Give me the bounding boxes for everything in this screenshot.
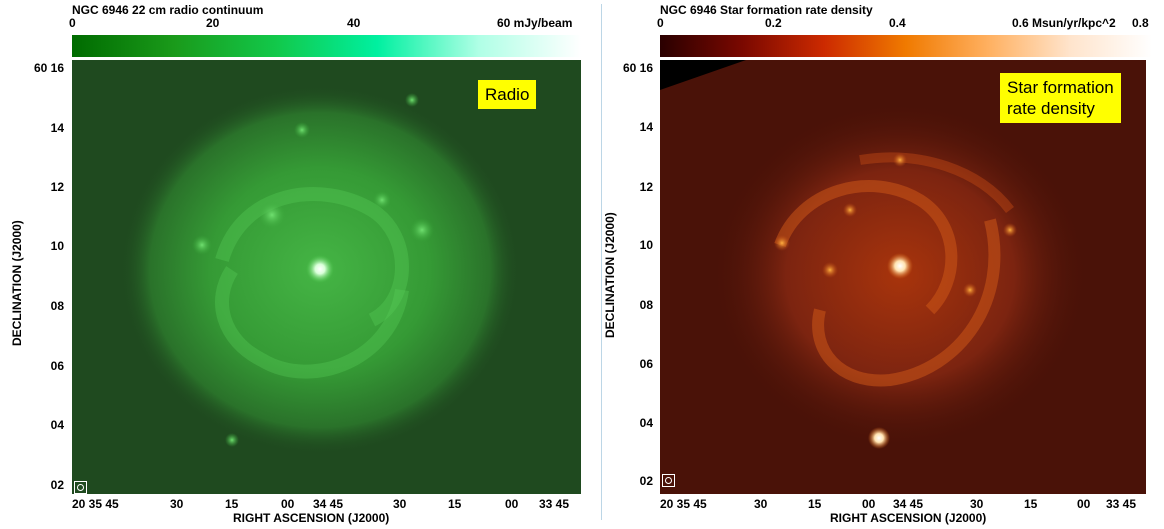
radio-x-tick: 30 bbox=[170, 497, 184, 511]
sfr-y-tick: 02 bbox=[639, 474, 653, 488]
radio-colorbar bbox=[72, 35, 581, 57]
sfr-x-tick: 15 bbox=[1024, 497, 1038, 511]
sfr-map bbox=[660, 60, 1146, 494]
sfr-x-tick: 15 bbox=[808, 497, 822, 511]
sfr-x-tick: 33 45 bbox=[1106, 497, 1137, 511]
sfr-image: Star formation rate density bbox=[660, 60, 1146, 494]
sfr-label-line: rate density bbox=[1007, 99, 1095, 118]
sfr-x-axis-label: RIGHT ASCENSION (J2000) bbox=[830, 511, 987, 525]
panel-divider bbox=[601, 4, 602, 520]
radio-y-tick: 08 bbox=[50, 299, 64, 313]
radio-y-tick: 14 bbox=[50, 121, 64, 135]
sfr-y-tick: 12 bbox=[639, 180, 653, 194]
sfr-x-tick: 00 bbox=[862, 497, 876, 511]
radio-x-tick: 00 bbox=[281, 497, 295, 511]
sfr-y-tick: 10 bbox=[639, 238, 653, 252]
radio-y-tick: 06 bbox=[50, 359, 64, 373]
radio-x-tick: 15 bbox=[225, 497, 239, 511]
sfr-y-tick: 14 bbox=[639, 120, 653, 134]
radio-x-tick: 15 bbox=[448, 497, 462, 511]
radio-colorbar-tick: 0 bbox=[69, 16, 76, 30]
radio-x-tick: 33 45 bbox=[539, 497, 570, 511]
sfr-x-tick: 00 bbox=[1077, 497, 1091, 511]
radio-x-tick: 34 45 bbox=[313, 497, 344, 511]
sfr-y-axis-label: DECLINATION (J2000) bbox=[603, 212, 617, 338]
sfr-x-tick: 30 bbox=[970, 497, 984, 511]
sfr-y-tick: 04 bbox=[639, 416, 653, 430]
radio-x-axis-label: RIGHT ASCENSION (J2000) bbox=[233, 511, 390, 525]
radio-x-tick: 30 bbox=[393, 497, 407, 511]
radio-x-tick: 00 bbox=[505, 497, 519, 511]
radio-y-tick: 02 bbox=[50, 478, 64, 492]
radio-y-tick: 12 bbox=[50, 180, 64, 194]
sfr-colorbar-tick: 0.8 bbox=[1132, 16, 1149, 30]
radio-y-tick: 60 16 bbox=[33, 61, 64, 75]
sfr-colorbar-tick: 0.6 Msun/yr/kpc^2 bbox=[1012, 16, 1116, 30]
sfr-x-tick: 30 bbox=[754, 497, 768, 511]
sfr-x-tick: 20 35 45 bbox=[660, 497, 707, 511]
sfr-colorbar bbox=[660, 35, 1152, 57]
sfr-x-tick: 34 45 bbox=[893, 497, 924, 511]
radio-map bbox=[72, 60, 581, 494]
radio-beam-marker bbox=[74, 481, 87, 494]
radio-colorbar-tick: 20 bbox=[206, 16, 220, 30]
sfr-colorbar-tick: 0.2 bbox=[765, 16, 782, 30]
radio-panel: NGC 6946 22 cm radio continuum 0 20 40 6… bbox=[10, 3, 581, 525]
sfr-colorbar-tick: 0 bbox=[657, 16, 664, 30]
sfr-label-line: Star formation bbox=[1007, 78, 1114, 97]
radio-label: Radio bbox=[478, 80, 537, 109]
radio-x-tick: 20 35 45 bbox=[72, 497, 119, 511]
radio-y-tick: 04 bbox=[50, 418, 64, 432]
sfr-y-tick: 60 16 bbox=[622, 61, 653, 75]
sfr-beam-marker bbox=[662, 474, 675, 487]
radio-colorbar-tick: 60 mJy/beam bbox=[497, 16, 573, 30]
sfr-title: NGC 6946 Star formation rate density bbox=[660, 3, 873, 17]
radio-image: Radio bbox=[72, 60, 581, 494]
sfr-y-tick: 08 bbox=[639, 298, 653, 312]
radio-y-tick: 10 bbox=[50, 239, 64, 253]
sfr-label: Star formation rate density bbox=[1000, 73, 1121, 123]
radio-title: NGC 6946 22 cm radio continuum bbox=[72, 3, 264, 17]
sfr-colorbar-tick: 0.4 bbox=[889, 16, 906, 30]
sfr-y-tick: 06 bbox=[639, 357, 653, 371]
radio-colorbar-tick: 40 bbox=[347, 16, 361, 30]
